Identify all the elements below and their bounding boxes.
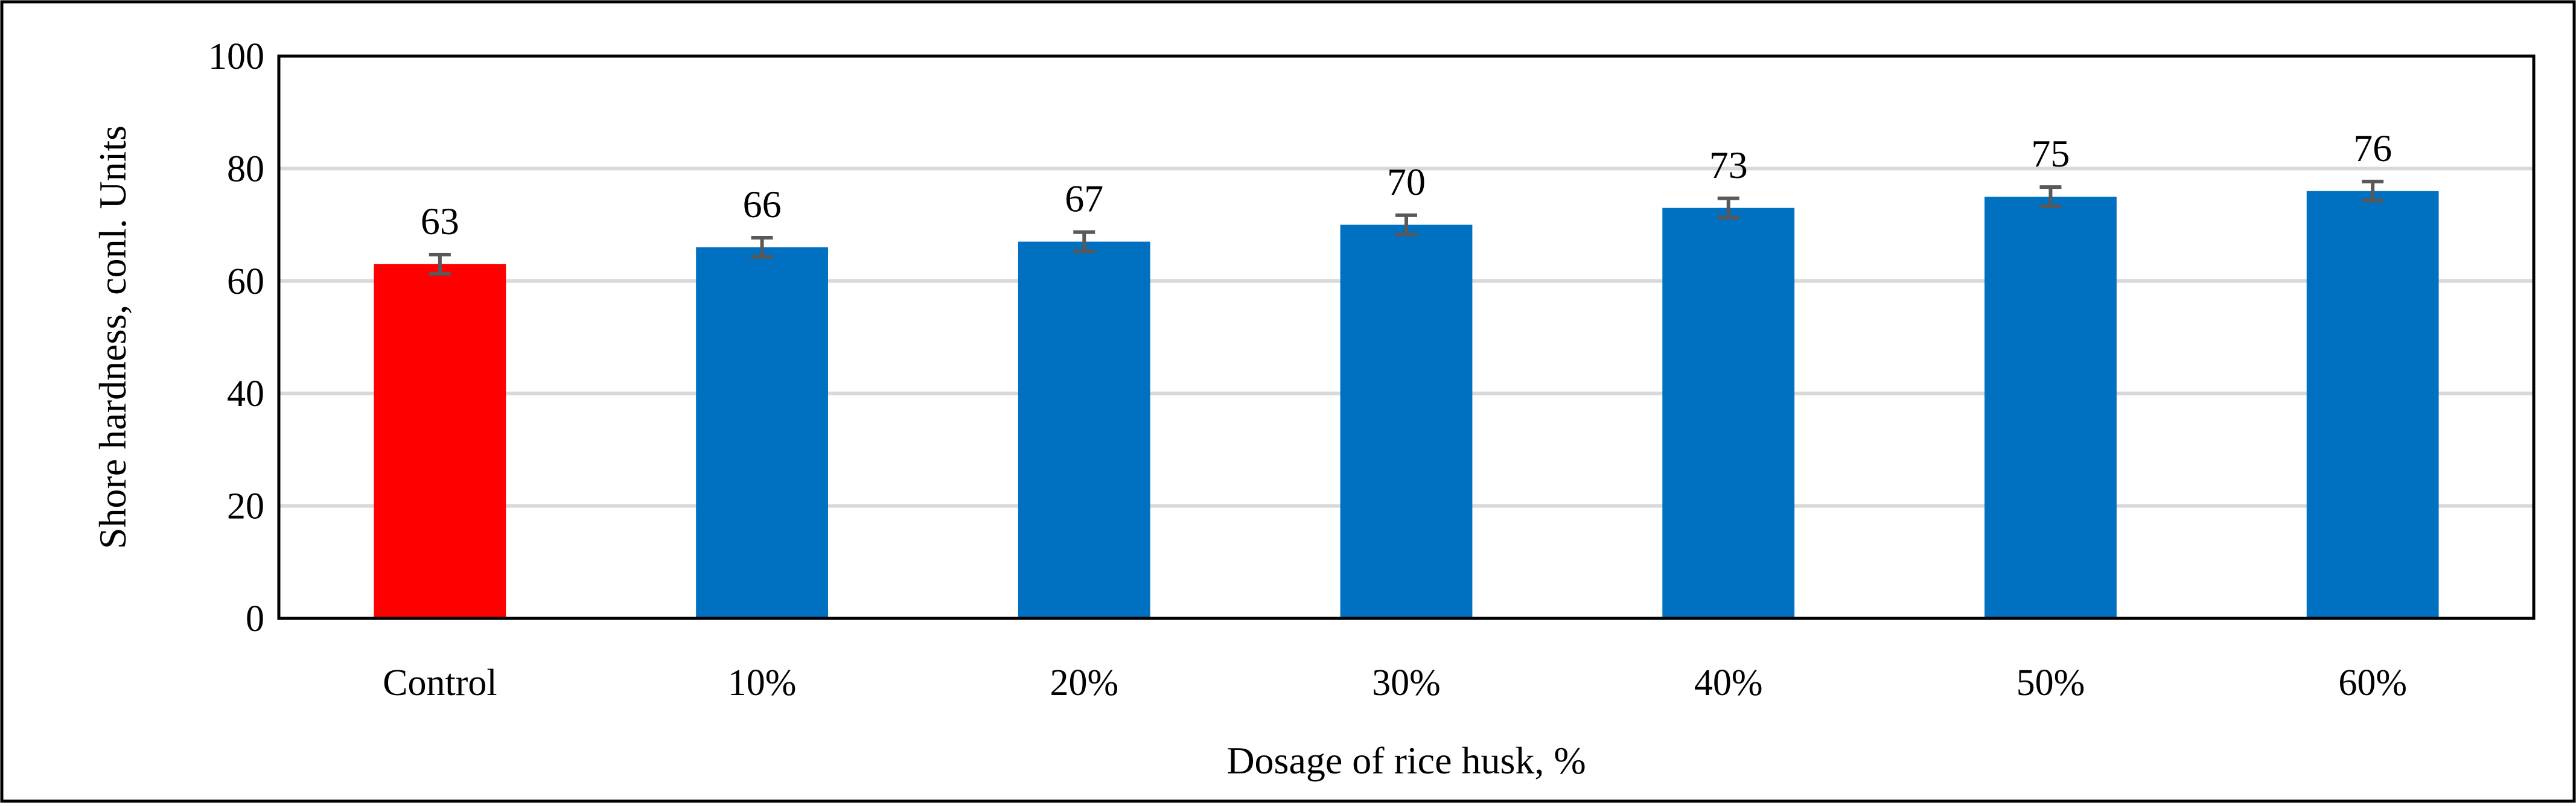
error-bar-0 xyxy=(429,252,451,276)
data-label-3: 70 xyxy=(1387,160,1426,203)
data-label-1: 66 xyxy=(743,183,782,226)
bar-6 xyxy=(2306,191,2439,618)
y-axis-ticks: 0 20 40 60 80 100 xyxy=(208,36,264,639)
x-tick-label: Control xyxy=(383,662,497,703)
x-tick-label: 60% xyxy=(2338,662,2407,703)
bar-3 xyxy=(1340,224,1473,619)
y-tick-label: 20 xyxy=(227,486,264,527)
x-tick-label: 30% xyxy=(1372,662,1441,703)
y-tick-label: 60 xyxy=(227,261,264,302)
x-tick-label: 10% xyxy=(728,662,797,703)
y-axis-title: Shore hardness, conl. Units xyxy=(91,125,134,549)
bars xyxy=(374,191,2439,619)
x-tick-label: 50% xyxy=(2016,662,2085,703)
y-tick-label: 0 xyxy=(246,598,264,639)
bar-0 xyxy=(374,264,506,619)
error-bar-1 xyxy=(751,236,773,259)
data-label-6: 76 xyxy=(2353,127,2392,170)
error-bar-5 xyxy=(2039,185,2062,208)
data-labels: 63 66 67 70 73 75 76 xyxy=(421,127,2392,243)
error-bars xyxy=(429,179,2384,276)
error-bar-3 xyxy=(1395,213,1417,236)
error-bar-6 xyxy=(2362,179,2384,203)
x-axis-title: Dosage of rice husk, % xyxy=(1226,739,1586,782)
data-label-5: 75 xyxy=(2031,132,2070,175)
plot-area-frame xyxy=(277,54,2536,620)
bar-4 xyxy=(1662,208,1795,618)
data-label-0: 63 xyxy=(421,200,459,243)
data-label-4: 73 xyxy=(1709,144,1748,186)
x-tick-label: 20% xyxy=(1050,662,1118,703)
bar-1 xyxy=(696,247,828,618)
error-bar-2 xyxy=(1073,230,1095,253)
y-tick-label: 100 xyxy=(208,36,264,77)
bar-2 xyxy=(1018,241,1150,618)
bar-5 xyxy=(1985,197,2117,618)
y-tick-label: 40 xyxy=(227,373,264,414)
error-bar-4 xyxy=(1717,196,1739,220)
y-tick-label: 80 xyxy=(227,148,264,189)
x-axis-ticks: Control 10% 20% 30% 40% 50% 60% xyxy=(383,662,2407,703)
x-tick-label: 40% xyxy=(1694,662,1763,703)
data-label-2: 67 xyxy=(1065,177,1103,220)
